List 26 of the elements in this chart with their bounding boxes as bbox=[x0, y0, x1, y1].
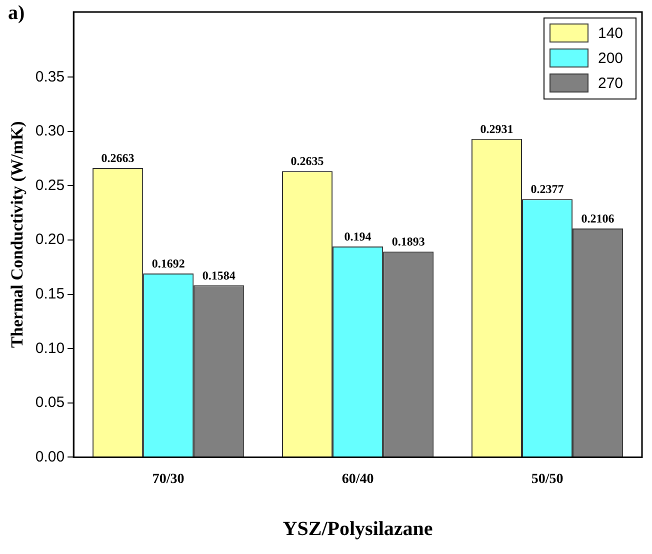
legend-label: 140 bbox=[598, 25, 624, 42]
x-tick-label: 60/40 bbox=[342, 472, 374, 488]
y-tick-label: 0.15 bbox=[35, 285, 65, 302]
data-label: 0.2377 bbox=[530, 182, 564, 196]
data-label: 0.1893 bbox=[392, 234, 425, 249]
y-tick-label: 0.35 bbox=[35, 68, 65, 86]
y-axis-title: Thermal Conductivity (W/mK) bbox=[8, 121, 27, 348]
y-tick-label: 0.00 bbox=[35, 448, 65, 466]
y-tick-label: 0.20 bbox=[35, 231, 65, 248]
legend-label: 270 bbox=[598, 75, 624, 92]
x-axis-title: YSZ/Polysilazane bbox=[282, 518, 433, 540]
data-label: 0.2635 bbox=[290, 154, 324, 168]
y-tick-label: 0.30 bbox=[35, 122, 65, 140]
data-label: 0.194 bbox=[344, 230, 372, 244]
text: a) bbox=[8, 2, 25, 24]
x-tick-label: 70/30 bbox=[152, 472, 184, 488]
y-tick-label: 0.25 bbox=[35, 176, 65, 194]
legend-label: 200 bbox=[598, 50, 624, 68]
data-label: 0.2663 bbox=[101, 151, 134, 166]
y-tick-label: 0.10 bbox=[35, 340, 65, 357]
x-tick-label: 50/50 bbox=[531, 472, 564, 488]
data-label: 0.1692 bbox=[152, 256, 185, 271]
data-label: 0.1584 bbox=[202, 268, 236, 282]
data-label: 0.2106 bbox=[581, 212, 614, 226]
data-label: 0.2931 bbox=[480, 122, 514, 136]
y-tick-label: 0.05 bbox=[35, 394, 65, 412]
